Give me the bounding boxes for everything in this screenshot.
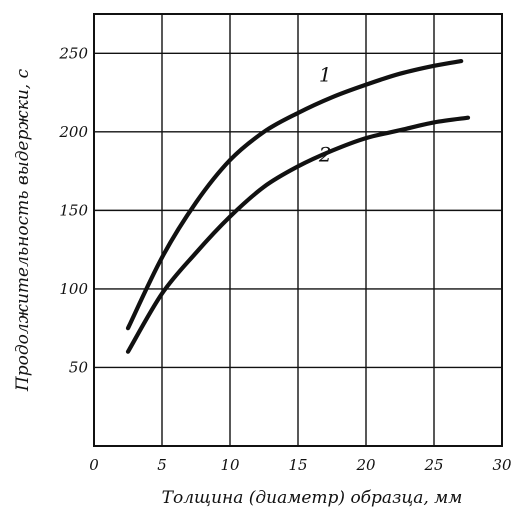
plot-frame [93, 13, 503, 447]
x-tick-labels: 0 5 10 15 20 25 30 [89, 456, 512, 474]
y-axis-title: Продолжительность выдержки, с [13, 68, 33, 392]
grid-lines [94, 14, 502, 446]
x-tick-label: 30 [492, 456, 512, 474]
curve-labels: 12 [318, 63, 332, 167]
series-line-2 [125, 115, 471, 354]
y-tick-label: 250 [58, 44, 88, 62]
y-tick-labels: 50 100 150 200 250 [58, 44, 88, 376]
x-tick-label: 5 [157, 456, 167, 474]
curve-label-2: 2 [318, 143, 332, 167]
x-tick-label: 25 [423, 456, 443, 474]
curve-label-1: 1 [319, 63, 332, 87]
y-tick-label: 50 [69, 358, 89, 376]
y-tick-label: 200 [58, 123, 88, 141]
x-axis-title: Толщина (диаметр) образца, мм [162, 488, 463, 508]
x-tick-label: 15 [288, 456, 307, 474]
x-tick-label: 0 [89, 456, 99, 474]
y-tick-label: 100 [59, 280, 88, 298]
series-lines [125, 59, 471, 354]
x-tick-label: 20 [355, 456, 376, 474]
x-tick-label: 10 [220, 456, 240, 474]
series-line-1 [125, 59, 464, 331]
y-tick-label: 150 [59, 201, 88, 219]
